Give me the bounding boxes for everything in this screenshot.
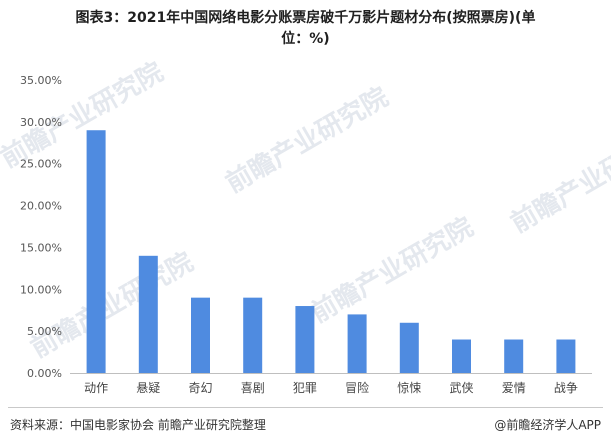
y-tick-label: 5.00%	[27, 325, 62, 338]
y-tick-label: 0.00%	[27, 367, 62, 380]
y-tick-label: 30.00%	[20, 116, 62, 129]
x-tick-label: 冒险	[345, 380, 369, 395]
x-tick-label: 武侠	[449, 381, 473, 395]
y-tick-label: 10.00%	[20, 283, 62, 296]
footer: 资料来源：中国电影家协会 前瞻产业研究院整理 @前瞻经济学人APP	[0, 407, 611, 437]
y-tick-label: 35.00%	[20, 74, 62, 87]
bar-10	[556, 339, 576, 373]
x-tick-label: 喜剧	[241, 381, 265, 395]
chart-title: 图表3：2021年中国网络电影分账票房破千万影片题材分布(按照票房)(单 位：%…	[0, 8, 611, 50]
x-tick-label: 奇幻	[188, 381, 212, 395]
x-tick-label: 惊悚	[397, 380, 421, 395]
x-tick-label: 动作	[84, 381, 108, 395]
x-tick-label: 战争	[554, 381, 578, 395]
bar-5	[295, 306, 315, 373]
bar-1	[86, 130, 106, 373]
bar-8	[452, 339, 471, 373]
bar-4	[243, 297, 263, 373]
bar-6	[347, 314, 367, 373]
y-tick-label: 25.00%	[20, 158, 62, 171]
x-tick-label: 悬疑	[136, 380, 160, 395]
brand-credit: @前瞻经济学人APP	[494, 418, 601, 432]
footer-divider	[8, 407, 603, 408]
bar-9	[504, 339, 524, 373]
bar-7	[399, 322, 419, 373]
x-tick-label: 犯罪	[293, 381, 317, 395]
y-tick-label: 20.00%	[20, 200, 62, 213]
chart-title-line1: 图表3：2021年中国网络电影分账票房破千万影片题材分布(按照票房)(单	[75, 10, 536, 26]
source-note: 资料来源：中国电影家协会 前瞻产业研究院整理	[10, 418, 266, 432]
chart-title-line2: 位：%)	[281, 31, 330, 47]
x-tick-label: 爱情	[502, 381, 526, 395]
y-tick-label: 15.00%	[20, 241, 62, 254]
bar-2	[138, 255, 158, 373]
bar-3	[191, 297, 210, 373]
